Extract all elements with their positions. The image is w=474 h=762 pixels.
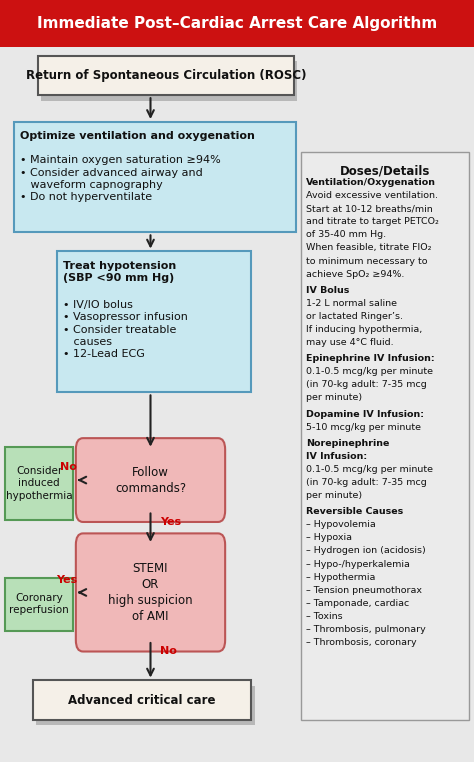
Text: – Thrombosis, coronary: – Thrombosis, coronary	[306, 638, 416, 647]
Text: Ventilation/Oxygenation: Ventilation/Oxygenation	[306, 178, 436, 187]
Text: – Hydrogen ion (acidosis): – Hydrogen ion (acidosis)	[306, 546, 426, 555]
Text: 0.1-0.5 mcg/kg per minute: 0.1-0.5 mcg/kg per minute	[306, 465, 433, 474]
FancyBboxPatch shape	[76, 533, 225, 652]
Text: IV Infusion:: IV Infusion:	[306, 452, 367, 461]
Text: Treat hypotension
(SBP <90 mm Hg): Treat hypotension (SBP <90 mm Hg)	[63, 261, 176, 283]
Text: of 35-40 mm Hg.: of 35-40 mm Hg.	[306, 230, 386, 239]
Text: – Hypoxia: – Hypoxia	[306, 533, 352, 543]
Text: – Thrombosis, pulmonary: – Thrombosis, pulmonary	[306, 625, 426, 634]
Text: Start at 10-12 breaths/min: Start at 10-12 breaths/min	[306, 204, 432, 213]
Text: Avoid excessive ventilation.: Avoid excessive ventilation.	[306, 191, 438, 200]
Text: IV Bolus: IV Bolus	[306, 286, 349, 295]
Text: No: No	[160, 646, 177, 656]
Text: STEMI
OR
high suspicion
of AMI: STEMI OR high suspicion of AMI	[108, 562, 193, 623]
FancyBboxPatch shape	[5, 578, 73, 631]
Text: per minute): per minute)	[306, 491, 362, 500]
Text: Doses/Details: Doses/Details	[340, 165, 430, 178]
Text: (in 70-kg adult: 7-35 mcg: (in 70-kg adult: 7-35 mcg	[306, 478, 427, 487]
FancyBboxPatch shape	[57, 251, 251, 392]
Text: 5-10 mcg/kg per minute: 5-10 mcg/kg per minute	[306, 423, 421, 432]
FancyBboxPatch shape	[5, 447, 73, 520]
Text: may use 4°C fluid.: may use 4°C fluid.	[306, 338, 393, 347]
Text: – Tension pneumothorax: – Tension pneumothorax	[306, 586, 422, 594]
Text: 0.1-0.5 mcg/kg per minute: 0.1-0.5 mcg/kg per minute	[306, 367, 433, 376]
FancyBboxPatch shape	[0, 0, 474, 47]
Text: Immediate Post–Cardiac Arrest Care Algorithm: Immediate Post–Cardiac Arrest Care Algor…	[37, 16, 437, 31]
FancyBboxPatch shape	[36, 686, 255, 725]
FancyBboxPatch shape	[14, 122, 296, 232]
Text: Epinephrine IV Infusion:: Epinephrine IV Infusion:	[306, 354, 434, 363]
Text: – Tamponade, cardiac: – Tamponade, cardiac	[306, 599, 409, 607]
Text: – Hypovolemia: – Hypovolemia	[306, 520, 375, 530]
Text: 1-2 L normal saline: 1-2 L normal saline	[306, 299, 397, 308]
Text: per minute): per minute)	[306, 393, 362, 402]
Text: Consider
induced
hypothermia: Consider induced hypothermia	[6, 466, 73, 501]
Text: – Toxins: – Toxins	[306, 612, 342, 621]
Text: – Hypothermia: – Hypothermia	[306, 572, 375, 581]
Text: Optimize ventilation and oxygenation: Optimize ventilation and oxygenation	[20, 131, 255, 141]
Text: Reversible Causes: Reversible Causes	[306, 507, 403, 517]
Text: If inducing hypothermia,: If inducing hypothermia,	[306, 325, 422, 334]
FancyBboxPatch shape	[301, 152, 469, 720]
Text: and titrate to target PETCO₂: and titrate to target PETCO₂	[306, 217, 438, 226]
Text: Coronary
reperfusion: Coronary reperfusion	[9, 593, 69, 616]
Text: • Maintain oxygen saturation ≥94%
• Consider advanced airway and
   waveform cap: • Maintain oxygen saturation ≥94% • Cons…	[20, 155, 221, 203]
Text: Yes: Yes	[160, 517, 181, 527]
Text: – Hypo-/hyperkalemia: – Hypo-/hyperkalemia	[306, 559, 410, 568]
Text: Yes: Yes	[56, 575, 77, 585]
Text: No: No	[60, 463, 77, 472]
Text: (in 70-kg adult: 7-35 mcg: (in 70-kg adult: 7-35 mcg	[306, 380, 427, 389]
Text: When feasible, titrate FIO₂: When feasible, titrate FIO₂	[306, 244, 431, 252]
FancyBboxPatch shape	[38, 56, 294, 95]
FancyBboxPatch shape	[33, 680, 251, 720]
Text: to minimum necessary to: to minimum necessary to	[306, 257, 427, 265]
Text: Dopamine IV Infusion:: Dopamine IV Infusion:	[306, 410, 424, 418]
Text: Advanced critical care: Advanced critical care	[68, 693, 216, 707]
Text: Return of Spontaneous Circulation (ROSC): Return of Spontaneous Circulation (ROSC)	[26, 69, 306, 82]
Text: Norepinephrine: Norepinephrine	[306, 439, 389, 448]
Text: Follow
commands?: Follow commands?	[115, 466, 186, 495]
FancyBboxPatch shape	[76, 438, 225, 522]
FancyBboxPatch shape	[41, 61, 297, 101]
Text: achieve SpO₂ ≥94%.: achieve SpO₂ ≥94%.	[306, 270, 404, 279]
Text: or lactated Ringer’s.: or lactated Ringer’s.	[306, 312, 403, 321]
Text: • IV/IO bolus
• Vasopressor infusion
• Consider treatable
   causes
• 12-Lead EC: • IV/IO bolus • Vasopressor infusion • C…	[63, 299, 187, 360]
